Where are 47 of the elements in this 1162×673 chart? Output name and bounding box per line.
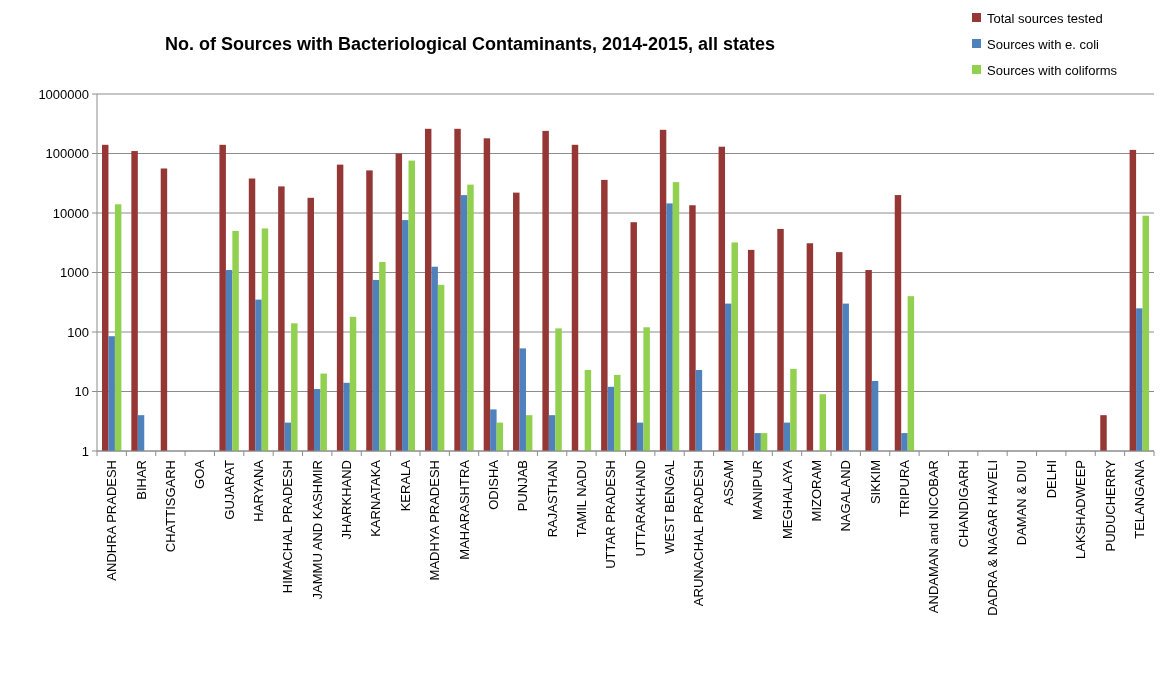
y-tick-label: 1000 xyxy=(60,265,89,281)
x-tick-label: SIKKIM xyxy=(867,460,883,505)
y-tick-label: 1 xyxy=(81,443,89,459)
x-tick-label: ANDAMAN and NICOBAR xyxy=(926,460,942,614)
x-tick-label: DADRA & NAGAR HAVELI xyxy=(985,460,1001,616)
y-tick-label: 1000000 xyxy=(38,86,89,102)
x-tick-label: TRIPURA xyxy=(896,459,912,518)
x-tick-label: DELHI xyxy=(1043,460,1059,499)
x-tick-label: GOA xyxy=(192,459,208,489)
x-tick-label: HARYANA xyxy=(251,459,267,522)
x-tick-label: MIZORAM xyxy=(808,460,824,522)
legend-label: Sources with e. coli xyxy=(987,36,1100,52)
x-tick-label: PUNJAB xyxy=(515,460,531,512)
x-tick-label: CHANDIGARH xyxy=(955,460,971,548)
x-tick-label: JHARKHAND xyxy=(339,460,355,540)
y-tick-label: 100000 xyxy=(45,146,89,162)
x-tick-label: MEGHALAYA xyxy=(779,459,795,539)
x-tick-label: KARNATAKA xyxy=(368,459,384,537)
x-tick-label: UTTAR PRADESH xyxy=(603,460,619,569)
x-tick-label: NAGALAND xyxy=(838,460,854,532)
x-tick-label: MANIPUR xyxy=(750,460,766,520)
x-tick-label: MAHARASHTRA xyxy=(456,459,472,560)
y-tick-label: 100 xyxy=(67,324,89,340)
x-tick-label: UTTARAKHAND xyxy=(632,460,648,557)
x-tick-label: LAKSHADWEEP xyxy=(1073,460,1089,559)
x-tick-label: HIMACHAL PRADESH xyxy=(280,460,296,594)
x-tick-label: KERALA xyxy=(397,459,413,512)
x-tick-label: DAMAN & DIU xyxy=(1014,460,1030,546)
x-tick-label: ARUNACHAL PRADESH xyxy=(691,460,707,607)
x-tick-label: MADHYA PRADESH xyxy=(427,460,443,581)
x-tick-label: TELANGANA xyxy=(1131,459,1147,539)
x-tick-label: BIHAR xyxy=(133,460,149,500)
x-tick-label: GUJARAT xyxy=(221,459,237,520)
x-tick-label: RAJASTHAN xyxy=(544,460,560,538)
x-tick-label: CHATTISGARH xyxy=(162,460,178,553)
legend-label: Sources with coliforms xyxy=(987,62,1118,78)
x-tick-label: ODISHA xyxy=(485,459,501,510)
x-tick-label: PUDUCHERRY xyxy=(1102,459,1118,552)
x-tick-label: ANDHRA PRADESH xyxy=(104,460,120,581)
y-tick-label: 10 xyxy=(74,384,89,400)
legend-label: Total sources tested xyxy=(987,10,1103,26)
x-tick-label: JAMMU AND KASHMIR xyxy=(309,460,325,600)
chart-title: No. of Sources with Bacteriological Contaminants, 2014-2015, all states xyxy=(164,34,776,54)
x-tick-label: WEST BENGAL xyxy=(662,460,678,554)
x-tick-label: TAMIL NADU xyxy=(574,460,590,538)
y-tick-label: 10000 xyxy=(52,205,89,221)
x-tick-label: ASSAM xyxy=(720,460,736,506)
